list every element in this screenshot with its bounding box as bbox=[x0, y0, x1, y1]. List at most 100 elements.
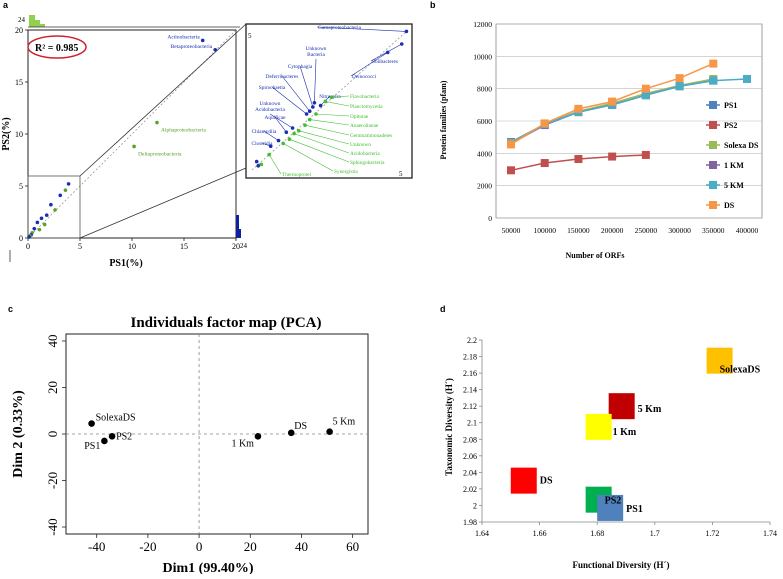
y-tick-label: 15 bbox=[15, 78, 23, 87]
plot-a-ylabel: PS2(%) bbox=[1, 117, 12, 150]
y-tick-label: 2000 bbox=[477, 182, 492, 191]
inset-label: Unknown bbox=[306, 46, 327, 52]
x-tick-label: 200000 bbox=[601, 226, 624, 235]
leader-line bbox=[281, 75, 310, 112]
inset-label: Gemmatimonadetes bbox=[350, 133, 392, 139]
scatter-point bbox=[39, 216, 44, 221]
point-label: Deltaproteobacteria bbox=[138, 151, 182, 157]
diversity-label: 5 Km bbox=[638, 404, 662, 415]
panel-a: a 24 R² = 0.985 24 0 5 10 15 20 0 5 10 15 20 A bbox=[0, 0, 420, 280]
leader-line bbox=[304, 124, 350, 136]
plot-c-ylabel: Dim 2 (0.33%) bbox=[11, 390, 26, 478]
scatter-point bbox=[63, 188, 68, 192]
plot-a-xlabel: PS1(%) bbox=[109, 258, 142, 269]
x-tick-label: 150000 bbox=[567, 226, 590, 235]
plot-a-axes: 0 5 10 15 20 0 5 10 15 20 bbox=[15, 26, 240, 251]
inset-label: Bacteria bbox=[307, 52, 325, 58]
plot-d-xlabel: Functional Diversity (H´) bbox=[573, 560, 670, 570]
x-tick-label: 1.74 bbox=[763, 529, 777, 538]
y-tick-label: 8000 bbox=[477, 85, 492, 94]
panel-d: d Taxonomic Diversity (H´) Functional Di… bbox=[420, 290, 783, 574]
y-tick-label: 2 bbox=[473, 501, 477, 510]
plot-c-xlabel: Dim1 (99.40%) bbox=[163, 561, 254, 574]
y-tick-label: 2.2 bbox=[467, 336, 477, 345]
series-marker bbox=[675, 82, 684, 91]
y-tick-label: -20 bbox=[45, 472, 60, 489]
x-tick-label: 40 bbox=[295, 539, 308, 554]
inset-point bbox=[281, 141, 286, 146]
scatter-point bbox=[42, 222, 47, 227]
y-tick-label: 4000 bbox=[477, 149, 492, 158]
leader-line bbox=[316, 26, 407, 32]
leader-line bbox=[325, 101, 350, 107]
inset-point bbox=[399, 42, 404, 46]
top-hist-bar bbox=[40, 24, 45, 27]
legend-label: 1 KM bbox=[724, 161, 744, 170]
y-tick-label: 2.14 bbox=[463, 386, 477, 395]
panel-c-chart: c Individuals factor map (PCA) Dim 2 (0.… bbox=[8, 304, 369, 576]
pca-label: 5 Km bbox=[333, 417, 356, 428]
y-tick-label: 2.06 bbox=[463, 452, 477, 461]
inset-point bbox=[311, 105, 315, 109]
panel-c: c Individuals factor map (PCA) Dim 2 (0.… bbox=[0, 290, 420, 576]
x-tick-label: 10 bbox=[128, 242, 136, 251]
inset-point bbox=[307, 109, 312, 113]
leader-line bbox=[350, 52, 388, 77]
inset-label: Deinococci bbox=[352, 74, 377, 80]
series-marker bbox=[608, 97, 617, 106]
r2-highlight bbox=[27, 35, 87, 59]
inset-point bbox=[254, 159, 259, 164]
diversity-marker bbox=[510, 467, 537, 494]
series-marker bbox=[743, 74, 751, 83]
top-hist-bar bbox=[35, 20, 40, 27]
x-tick-label: 50000 bbox=[502, 226, 521, 235]
y-tick-label: 5 bbox=[19, 182, 23, 191]
series-line bbox=[510, 94, 647, 143]
inset-point bbox=[276, 138, 281, 143]
scatter-point bbox=[37, 227, 42, 232]
right-histogram: 24 bbox=[235, 30, 248, 250]
pca-point bbox=[326, 428, 333, 435]
inset-label: Thermoprotei bbox=[282, 172, 312, 178]
top-hist-bar bbox=[29, 15, 35, 27]
x-tick-label: 1.68 bbox=[590, 529, 604, 538]
y-tick-label: 10 bbox=[15, 130, 23, 139]
inset-point bbox=[404, 29, 409, 34]
diversity-marker bbox=[706, 347, 733, 374]
scatter-point bbox=[213, 47, 217, 52]
inset-label: Deferribacteres bbox=[266, 73, 299, 80]
leader-line bbox=[289, 138, 350, 163]
legend-marker bbox=[709, 121, 717, 129]
diversity-marker bbox=[597, 494, 624, 521]
point-label: Betaproteobacteria bbox=[171, 44, 213, 50]
pca-label: PS2 bbox=[116, 431, 132, 442]
leader-line bbox=[263, 130, 279, 141]
plot-b-axes: 0 2000 4000 6000 8000 10000 12000 50000 100000 15… bbox=[473, 20, 763, 235]
inset-point bbox=[312, 101, 317, 105]
inset-point bbox=[303, 123, 307, 127]
diversity-marker bbox=[608, 393, 635, 420]
pca-label: SolexaDS bbox=[96, 413, 136, 424]
series-marker bbox=[540, 119, 549, 128]
inset-point bbox=[385, 50, 390, 55]
y-tick-label: 2.08 bbox=[463, 435, 477, 444]
plot-c-title: Individuals factor map (PCA) bbox=[131, 315, 322, 331]
legend-marker bbox=[709, 161, 717, 169]
legend-label: 5 KM bbox=[724, 181, 744, 190]
inset-point bbox=[284, 130, 289, 134]
panel-c-label: c bbox=[8, 304, 13, 314]
x-tick-label: 60 bbox=[346, 539, 359, 554]
y-tick-label: 2.04 bbox=[463, 468, 477, 477]
scatter-point bbox=[35, 220, 40, 225]
scatter-point bbox=[27, 235, 31, 239]
leader-line bbox=[309, 119, 350, 126]
inset-label: Solibacteres bbox=[372, 59, 398, 65]
x-tick-label: 300000 bbox=[668, 226, 691, 235]
zoom-connector bbox=[79, 167, 247, 239]
pca-point bbox=[108, 433, 116, 440]
diversity-label: PS1 bbox=[626, 504, 643, 515]
scatter-point bbox=[66, 182, 71, 186]
x-tick-label: 1.7 bbox=[650, 529, 660, 538]
pca-point bbox=[101, 437, 108, 445]
inset-points: Gamaproteobacteria Solibacteres Deinococci… bbox=[252, 25, 409, 178]
